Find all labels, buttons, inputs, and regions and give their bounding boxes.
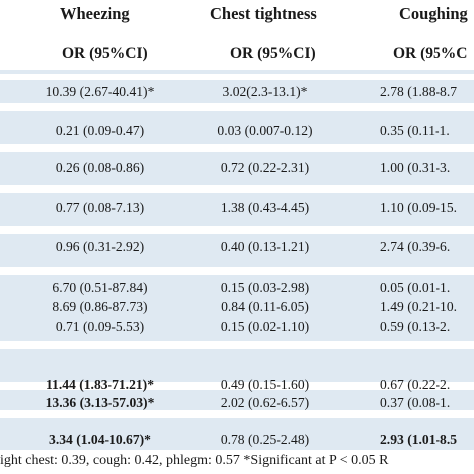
- row-band: [0, 275, 474, 341]
- column-header-wheezing: Wheezing: [60, 4, 130, 23]
- row-band: [0, 80, 474, 103]
- row-band: [0, 418, 474, 450]
- table-cell: 0.37 (0.08-1.: [380, 395, 451, 410]
- table-cell: 0.21 (0.09-0.47): [55, 123, 145, 138]
- table-cell: 6.70 (0.51-87.84): [52, 280, 148, 295]
- column-subheader-chest-tightness: OR (95%CI): [230, 45, 316, 62]
- row-band: [0, 349, 474, 382]
- table-cell: 10.39 (2.67-40.41)*: [45, 84, 155, 99]
- table-cell: 0.35 (0.11-1.: [380, 123, 450, 138]
- table-cell: 2.93 (1.01-8.5: [380, 432, 458, 447]
- table-cell: 0.05 (0.01-1.: [380, 280, 451, 295]
- row-band: [0, 193, 474, 226]
- table-cell: 11.44 (1.83-71.21)*: [46, 377, 154, 392]
- table-cell: 0.71 (0.09-5.53): [55, 319, 145, 334]
- column-header-coughing: Coughing: [399, 4, 468, 23]
- column-header-chest-tightness: Chest tightness: [210, 4, 317, 23]
- table-cell: 0.96 (0.31-2.92): [55, 239, 145, 254]
- table-cell: 0.78 (0.25-2.48): [220, 432, 310, 447]
- table-cell: 2.02 (0.62-6.57): [220, 395, 310, 410]
- table-cell: 0.72 (0.22-2.31): [220, 160, 310, 175]
- table-cell: 0.84 (0.11-6.05): [221, 299, 309, 314]
- table-footnote: ight chest: 0.39, cough: 0.42, phlegm: 0…: [0, 453, 389, 468]
- table-cell: 0.03 (0.007-0.12): [217, 123, 313, 138]
- row-band: [0, 152, 474, 185]
- table-cell: 2.78 (1.88-8.7: [380, 84, 458, 99]
- table-cell: 0.67 (0.22-2.: [380, 377, 451, 392]
- row-band: [0, 234, 474, 267]
- table-cell: 0.15 (0.02-1.10): [220, 319, 310, 334]
- table-cell: 13.36 (3.13-57.03)*: [45, 395, 155, 410]
- table-cell: 3.34 (1.04-10.67)*: [49, 432, 151, 447]
- table-cell: 0.59 (0.13-2.: [380, 319, 451, 334]
- table-cell: 1.49 (0.21-10.: [380, 299, 458, 314]
- table-cell: 1.10 (0.09-15.: [380, 200, 458, 215]
- table-cell: 0.40 (0.13-1.21): [220, 239, 310, 254]
- table-cell: 3.02(2.3-13.1)*: [222, 84, 308, 99]
- table-cell: 0.26 (0.08-0.86): [55, 160, 145, 175]
- row-band: [0, 390, 474, 410]
- table-cell: 2.74 (0.39-6.: [380, 239, 451, 254]
- row-band: [0, 111, 474, 144]
- table-cell: 0.15 (0.03-2.98): [220, 280, 310, 295]
- table-cell: 8.69 (0.86-87.73): [52, 299, 148, 314]
- row-band: [0, 70, 474, 74]
- table-cell: 1.00 (0.31-3.: [380, 160, 451, 175]
- column-subheader-coughing: OR (95%C: [393, 45, 468, 62]
- column-subheader-wheezing: OR (95%CI): [62, 45, 148, 62]
- table-cell: 0.77 (0.08-7.13): [55, 200, 145, 215]
- table-cell: 0.49 (0.15-1.60): [220, 377, 310, 392]
- table-cell: 1.38 (0.43-4.45): [220, 200, 310, 215]
